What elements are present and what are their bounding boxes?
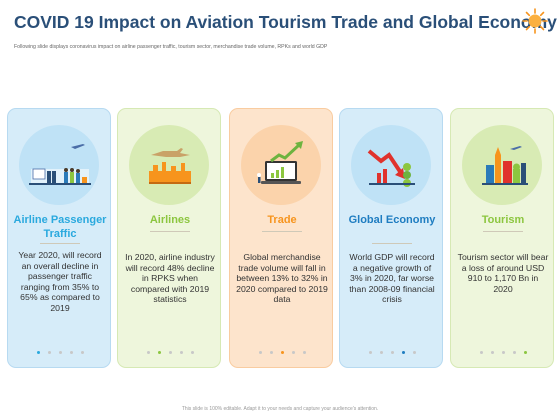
card-global-economy: Global Economy World GDP will record a n… <box>339 108 443 368</box>
footer-note: This slide is 100% editable. Adapt it to… <box>181 406 379 412</box>
dot <box>47 351 51 354</box>
dot <box>58 351 62 354</box>
divider <box>483 231 523 232</box>
dot <box>291 351 295 354</box>
dot <box>179 351 183 354</box>
card-airline-passenger-traffic: Airline Passenger Traffic Year 2020, wil… <box>7 108 111 368</box>
card-body: Global merchandise trade volume will fal… <box>236 252 328 305</box>
dot <box>258 351 262 354</box>
page-subtitle: Following slide displays coronavirus imp… <box>14 44 328 50</box>
dot <box>69 351 73 354</box>
sun-icon <box>522 8 548 34</box>
card-trade: Trade Global merchandise trade volume wi… <box>229 108 333 368</box>
dot-active <box>523 351 527 354</box>
pagination-dots <box>8 351 110 354</box>
page-title: COVID 19 Impact on Aviation Tourism Trad… <box>14 12 557 32</box>
card-title: Global Economy <box>348 214 436 226</box>
divider <box>262 231 302 232</box>
card-body: In 2020, airline industry will record 48… <box>125 252 215 305</box>
dot <box>412 351 416 354</box>
dot <box>512 351 516 354</box>
divider <box>40 243 80 244</box>
card-title: Airline Passenger Traffic <box>13 214 107 241</box>
card-title: Tourism <box>481 214 525 226</box>
airline-cityscape-icon <box>129 125 209 205</box>
dot-active <box>280 351 284 354</box>
card-title: Trade <box>267 214 297 226</box>
divider <box>150 231 190 232</box>
dot <box>390 351 394 354</box>
card-airlines: Airlines In 2020, airline industry will … <box>117 108 221 368</box>
economy-decline-chart-icon <box>351 125 431 205</box>
pagination-dots <box>451 351 553 354</box>
pagination-dots <box>230 351 332 354</box>
dot-active <box>36 351 40 354</box>
card-tourism: Tourism Tourism sector will bear a loss … <box>450 108 554 368</box>
tourism-landmarks-icon <box>462 125 542 205</box>
dot <box>368 351 372 354</box>
dot <box>479 351 483 354</box>
dot <box>302 351 306 354</box>
dot <box>80 351 84 354</box>
dot <box>501 351 505 354</box>
dot-active <box>401 351 405 354</box>
trade-growth-chart-icon <box>241 125 321 205</box>
dot-active <box>157 351 161 354</box>
dot <box>168 351 172 354</box>
dot <box>146 351 150 354</box>
pagination-dots <box>340 351 442 354</box>
card-title: Airlines <box>149 214 191 226</box>
dot <box>269 351 273 354</box>
dot <box>190 351 194 354</box>
card-body: World GDP will record a negative growth … <box>349 252 435 305</box>
pagination-dots <box>118 351 220 354</box>
airport-travelers-icon <box>19 125 99 205</box>
dot <box>379 351 383 354</box>
card-body: Year 2020, will record an overall declin… <box>18 250 102 314</box>
card-body: Tourism sector will bear a loss of aroun… <box>457 252 549 294</box>
divider <box>372 243 412 244</box>
dot <box>490 351 494 354</box>
